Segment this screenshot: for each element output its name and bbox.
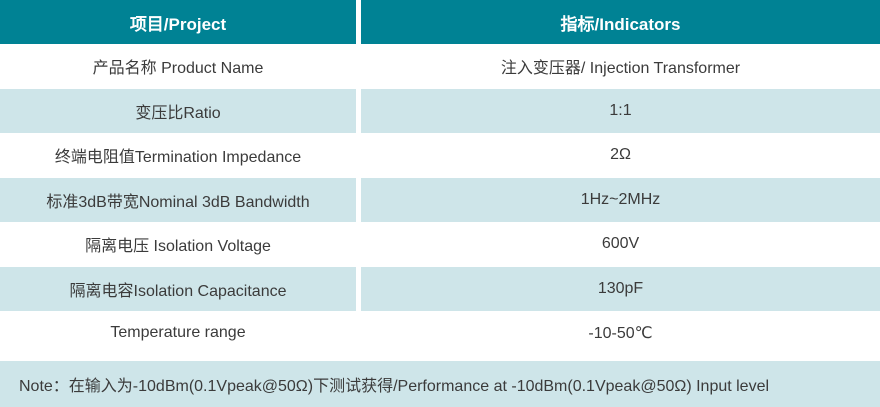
project-cell-isolation-voltage: 隔离电压 Isolation Voltage: [85, 238, 271, 256]
indicator-cell-isolation-capacitance: 130pF: [361, 266, 880, 311]
note-bar: Note：在输入为-10dBm(0.1Vpeak@50Ω)下测试获得/Perfo…: [0, 360, 880, 407]
project-cell-termination-impedance: 终端电阻值Termination Impedance: [54, 149, 302, 167]
indicator-cell-isolation-voltage: 600V: [601, 235, 640, 253]
indicator-cell-product-name: 注入变压器/ Injection Transformer: [500, 60, 741, 78]
project-cell-ratio: 变压比Ratio: [0, 88, 356, 133]
header-cell-project: 项目/Project: [0, 0, 356, 44]
indicator-cell-termination-impedance: 2Ω: [610, 146, 631, 164]
indicator-cell-ratio: 1:1: [361, 88, 880, 133]
project-cell-3db-bandwidth: 标准3dB带宽Nominal 3dB Bandwidth: [0, 177, 356, 222]
project-cell-product-name: 产品名称 Product Name: [92, 60, 264, 78]
header-cell-indicators: 指标/Indicators: [361, 0, 880, 44]
project-cell-temperature-range: Temperature range: [110, 324, 246, 342]
indicator-cell-temperature-range: -10-50℃: [588, 325, 653, 343]
indicator-cell-3db-bandwidth: 1Hz~2MHz: [361, 177, 880, 222]
project-cell-isolation-capacitance: 隔离电容Isolation Capacitance: [0, 266, 356, 311]
